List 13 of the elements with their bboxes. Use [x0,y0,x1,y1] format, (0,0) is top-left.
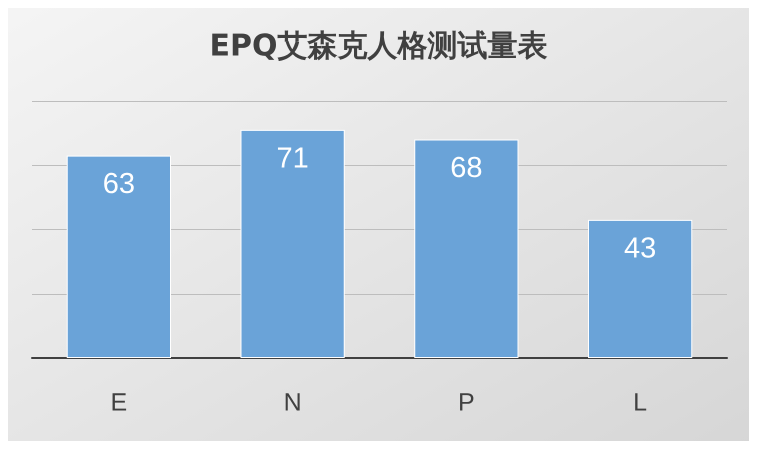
data-label: 63 [102,168,136,200]
bar [588,220,692,358]
x-tick-label: P [458,388,475,416]
x-tick-label: L [633,388,648,416]
data-label: 71 [276,142,309,174]
bar [414,140,518,358]
x-tick-label: E [110,388,128,416]
data-label: 43 [624,232,656,264]
chart-title: EPQ艾森克人格测试量表 [210,28,548,64]
data-label: 68 [450,152,483,184]
bar [240,130,345,358]
bar [66,156,171,358]
x-tick-label: N [284,388,302,416]
